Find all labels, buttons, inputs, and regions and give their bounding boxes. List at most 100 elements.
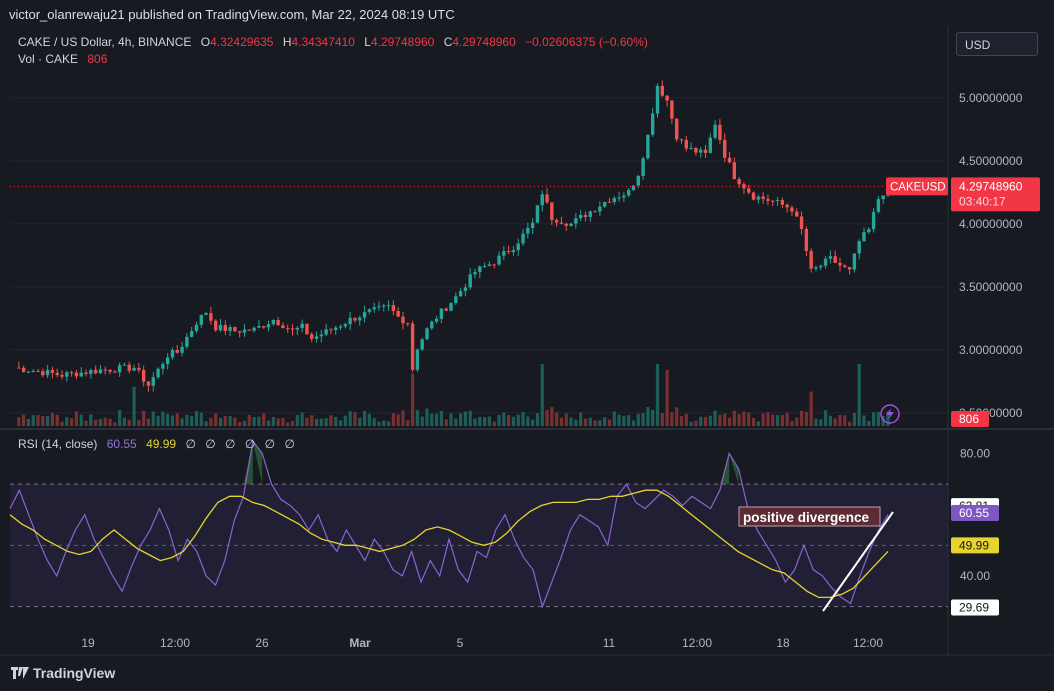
candle-body <box>876 199 881 212</box>
candle-body <box>492 264 496 266</box>
volume-bar <box>74 411 79 426</box>
candle-body <box>540 194 544 206</box>
volume-bar <box>324 418 328 426</box>
candle-body <box>516 243 520 251</box>
volume-bar <box>103 417 107 426</box>
volume-bar <box>679 416 684 426</box>
volume-bar <box>871 412 876 426</box>
candle-body <box>146 381 151 386</box>
candle-body <box>233 327 237 332</box>
candle-body <box>756 196 761 200</box>
volume-bar <box>151 411 155 426</box>
candle-body <box>137 367 141 370</box>
candle-body <box>329 329 333 331</box>
candle-body <box>487 264 492 267</box>
volume-bar <box>242 420 247 426</box>
volume-tag-value: 806 <box>959 412 979 426</box>
candle-body <box>458 291 463 297</box>
volume-bar <box>166 413 170 426</box>
rsi-label[interactable]: RSI (14, close) <box>18 437 98 451</box>
candle-body <box>401 316 405 324</box>
currency-button[interactable]: USD <box>956 32 1038 56</box>
volume-bar <box>545 409 549 426</box>
candle-body <box>838 262 842 266</box>
volume-bar <box>463 411 468 426</box>
volume-bar <box>113 422 117 426</box>
candle-body <box>847 267 852 270</box>
candle-body <box>396 310 400 317</box>
open-label: O <box>200 35 211 49</box>
volume-bar <box>742 411 746 426</box>
volume-bar <box>727 417 732 426</box>
candle-body <box>141 369 146 382</box>
candle-body <box>266 324 271 328</box>
volume-bar <box>338 420 343 426</box>
volume-bar <box>771 414 775 426</box>
candle-body <box>617 197 621 199</box>
volume-bar <box>492 421 496 426</box>
volume-bar <box>108 418 112 426</box>
candle-body <box>530 222 535 229</box>
volume-bar <box>867 421 871 426</box>
price-tag-bg <box>951 177 1040 212</box>
volume-bar <box>862 415 866 426</box>
volume-bar <box>857 364 861 426</box>
candle-body <box>84 372 88 374</box>
candle-body <box>473 272 477 275</box>
candle-body <box>463 287 468 292</box>
volume-bar <box>127 419 131 426</box>
volume-bar <box>209 417 213 426</box>
candle-body <box>362 311 367 318</box>
volume-bar <box>670 412 674 426</box>
candle-body <box>122 364 127 366</box>
volume-bar <box>17 417 21 426</box>
candle-body <box>439 308 444 319</box>
candle-body <box>622 195 626 198</box>
candle-body <box>679 139 684 141</box>
price-axis-tick: 4.50000000 <box>959 154 1023 168</box>
candle-body <box>593 211 597 213</box>
volume-bar <box>382 420 386 426</box>
candle-body <box>521 233 525 244</box>
candle-body <box>257 326 261 328</box>
candle-body <box>655 85 660 114</box>
close-label: C <box>443 35 453 49</box>
candle-body <box>334 327 338 331</box>
volume-bar <box>588 417 592 426</box>
candle-body <box>747 188 751 193</box>
price-axis-tick: 3.00000000 <box>959 343 1023 357</box>
candle-body <box>823 258 828 266</box>
volume-bar <box>358 417 362 426</box>
empty-value: ∅ <box>225 437 236 451</box>
candle-body <box>828 256 833 259</box>
volume-bar <box>799 410 804 426</box>
volume-bar <box>362 410 367 426</box>
volume-bar <box>766 412 770 426</box>
candle-body <box>93 369 98 374</box>
published-text: victor_olanrewaju21 published on Trading… <box>9 7 455 22</box>
lightning-icon[interactable] <box>880 404 900 424</box>
candle-body <box>189 330 194 337</box>
candle-body <box>867 229 871 233</box>
candle-body <box>151 377 155 386</box>
candle-body <box>833 256 837 263</box>
volume-bar <box>439 411 443 426</box>
volume-bar <box>526 416 530 426</box>
volume-bar <box>228 416 232 426</box>
volume-label[interactable]: Vol · CAKE <box>18 52 79 66</box>
volume-bar <box>838 414 842 426</box>
candle-body <box>482 266 487 268</box>
rsi-ma-line <box>9 489 889 599</box>
symbol-title[interactable]: CAKE / US Dollar, 4h, BINANCE <box>18 35 192 49</box>
candle-body <box>314 336 319 339</box>
candle-body <box>497 255 501 265</box>
volume-bar <box>420 416 424 426</box>
candle-body <box>218 324 223 331</box>
volume-bar <box>430 413 434 426</box>
time-axis-tick: 26 <box>255 636 269 650</box>
candle-body <box>751 192 756 200</box>
volume-bar <box>612 411 616 426</box>
volume-bar <box>41 416 45 426</box>
volume-bar <box>372 417 376 426</box>
